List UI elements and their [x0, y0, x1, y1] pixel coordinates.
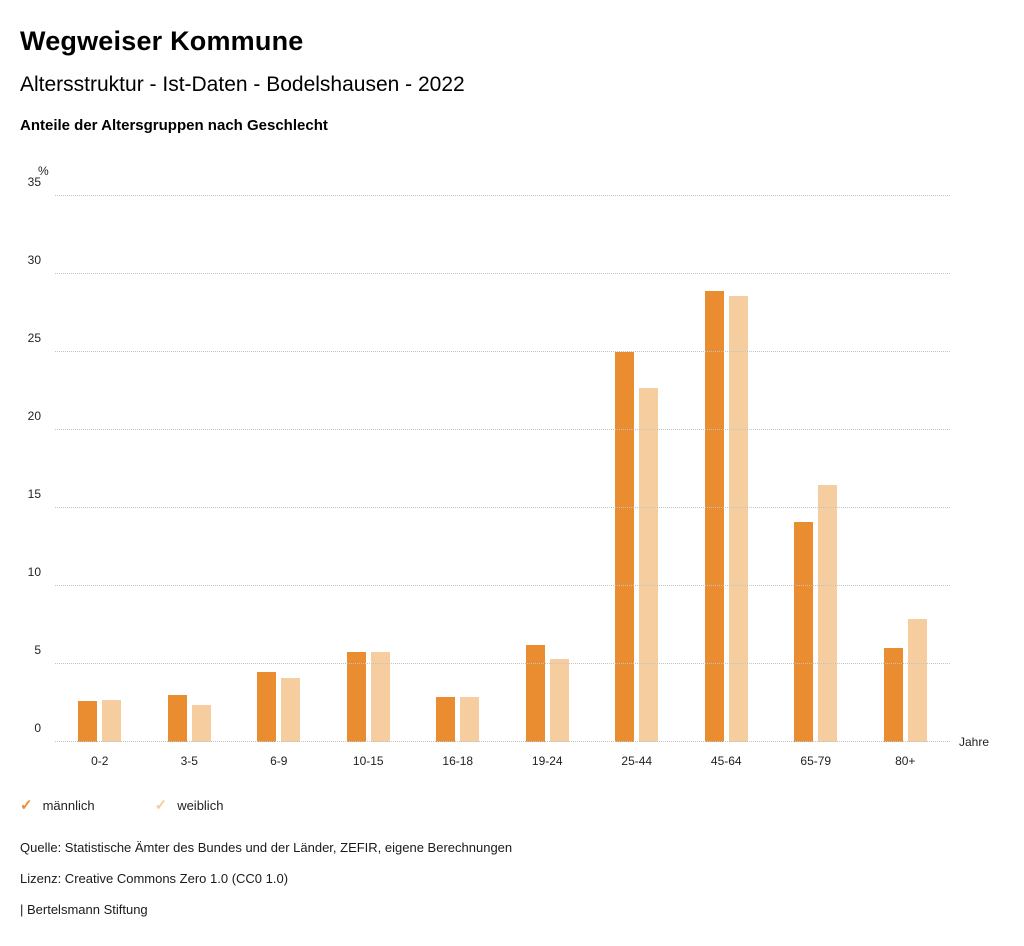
x-tick-label-45-64: 45-64	[710, 754, 742, 768]
bar-weiblich-10-15	[370, 651, 390, 742]
bar-group-3-5	[145, 196, 235, 742]
bar-männlich-25-44	[615, 352, 635, 742]
chart: % Jahre 0 5 10 15 20 25 30 35 0-2 3-5 6-9 10-15 16-…	[28, 164, 989, 768]
plot-area: % Jahre 0 5 10 15 20 25 30 35	[28, 164, 989, 749]
bar-weiblich-16-18	[460, 696, 480, 742]
legend-item-weiblich: ✓ weiblich	[155, 798, 224, 813]
bar-weiblich-80+	[907, 618, 927, 742]
chart-subtitle: Altersstruktur - Ist-Daten - Bodelshause…	[20, 73, 465, 96]
legend: ✓ männlich ✓ weiblich	[20, 798, 1004, 813]
gridline-20	[55, 429, 950, 430]
y-axis-unit-label: %	[38, 164, 49, 178]
gridline-30	[55, 273, 950, 274]
bar-männlich-10-15	[346, 651, 366, 742]
bar-weiblich-6-9	[281, 678, 301, 742]
gridline-0	[55, 741, 950, 742]
bar-männlich-3-5	[167, 695, 187, 742]
y-tick-label-30: 30	[27, 253, 41, 267]
y-tick-label-5: 5	[34, 643, 41, 657]
bar-group-0-2	[55, 196, 145, 742]
page-title: Wegweiser Kommune	[20, 26, 304, 56]
gridline-5	[55, 663, 950, 664]
checkmark-icon: ✓	[20, 797, 33, 814]
bar-weiblich-0-2	[102, 699, 122, 742]
x-tick-label-80+: 80+	[895, 754, 916, 768]
bar-group-80+	[861, 196, 951, 742]
x-axis-labels: 0-2 3-5 6-9 10-15 16-18 19-24 25-44 45-64 65-79 8…	[55, 754, 950, 768]
x-tick-label-65-79: 65-79	[800, 754, 832, 768]
legend-label: männlich	[42, 798, 95, 813]
gridline-25	[55, 351, 950, 352]
checkmark-icon: ✓	[154, 797, 168, 814]
bar-group-45-64	[682, 196, 772, 742]
bar-weiblich-45-64	[728, 295, 748, 742]
bar-weiblich-19-24	[549, 659, 569, 742]
bar-männlich-45-64	[704, 291, 724, 742]
attribution-text: | Bertelsmann Stiftung	[20, 902, 148, 917]
y-tick-label-25: 25	[27, 331, 41, 345]
bar-group-19-24	[503, 196, 593, 742]
x-tick-label-25-44: 25-44	[621, 754, 653, 768]
y-tick-label-15: 15	[27, 487, 41, 501]
bar-group-10-15	[324, 196, 414, 742]
bar-männlich-6-9	[257, 671, 277, 742]
x-tick-label-19-24: 19-24	[531, 754, 563, 768]
bar-weiblich-65-79	[818, 484, 838, 742]
bar-group-25-44	[592, 196, 682, 742]
legend-item-männlich: ✓ männlich	[20, 798, 95, 813]
gridline-10	[55, 585, 950, 586]
legend-label: weiblich	[177, 798, 224, 813]
gridline-15	[55, 507, 950, 508]
bar-männlich-16-18	[436, 696, 456, 742]
bar-männlich-65-79	[794, 522, 814, 742]
x-axis-title: Jahre	[959, 735, 990, 749]
y-tick-label-35: 35	[27, 175, 41, 189]
bar-männlich-19-24	[525, 645, 545, 742]
bar-männlich-0-2	[78, 701, 98, 742]
source-text: Quelle: Statistische Ämter des Bundes un…	[20, 840, 513, 855]
y-tick-label-10: 10	[27, 565, 41, 579]
y-tick-label-20: 20	[27, 409, 41, 423]
bar-groups	[55, 196, 950, 742]
bar-weiblich-25-44	[639, 387, 659, 742]
chart-section-title: Anteile der Altersgruppen nach Geschlech…	[20, 117, 328, 134]
bar-group-6-9	[234, 196, 324, 742]
x-tick-label-10-15: 10-15	[352, 754, 384, 768]
footer: Quelle: Statistische Ämter des Bundes un…	[20, 841, 1004, 916]
x-tick-label-0-2: 0-2	[91, 754, 109, 768]
x-tick-label-6-9: 6-9	[270, 754, 288, 768]
x-tick-label-16-18: 16-18	[442, 754, 474, 768]
bar-männlich-80+	[883, 648, 903, 742]
y-tick-label-0: 0	[34, 721, 41, 735]
x-tick-label-3-5: 3-5	[180, 754, 198, 768]
bar-weiblich-3-5	[191, 704, 211, 742]
gridline-35	[55, 195, 950, 196]
license-text: Lizenz: Creative Commons Zero 1.0 (CC0 1…	[20, 871, 289, 886]
bar-group-16-18	[413, 196, 503, 742]
bar-group-65-79	[771, 196, 861, 742]
